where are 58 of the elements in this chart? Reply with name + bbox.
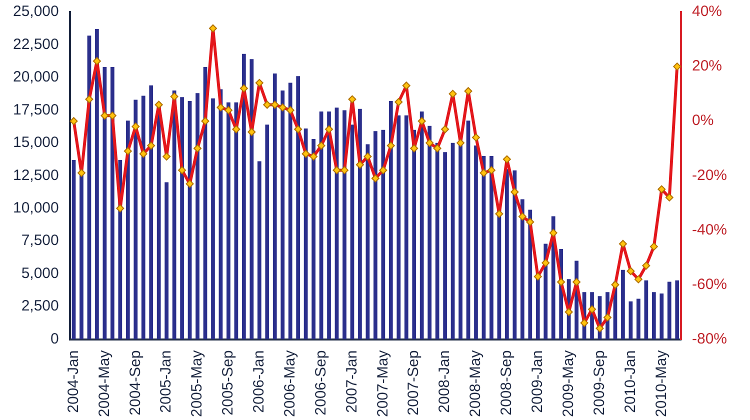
bar: [350, 124, 354, 340]
y2-tick-label: 40%: [692, 3, 722, 20]
y2-tick-label: -80%: [692, 330, 728, 348]
x-tick-label: 2004-May: [96, 350, 113, 417]
bar: [505, 169, 509, 340]
y2-tick-label: -60%: [692, 276, 728, 293]
y-tick-label: 25,000: [12, 3, 59, 20]
x-tick-label: 2010-Jan: [622, 350, 639, 413]
bar: [675, 280, 680, 340]
x-tick-label: 2005-Jan: [158, 350, 175, 413]
bar: [72, 160, 76, 340]
y2-tick-label: 20%: [692, 58, 722, 75]
x-tick-label: 2006-Sep: [312, 350, 330, 416]
y-tick-label: 5,000: [21, 264, 59, 282]
x-tick-label: 2005-Sep: [220, 350, 237, 416]
x-tick-label: 2008-Jan: [436, 350, 454, 413]
bar: [474, 146, 478, 340]
x-tick-label: 2009-Sep: [590, 350, 608, 416]
bar: [660, 293, 664, 340]
bar: [211, 98, 215, 340]
y-tick-label: 20,000: [12, 68, 59, 86]
x-tick-label: 2004-Sep: [126, 350, 144, 416]
x-tick-label: 2006-Jan: [250, 350, 268, 413]
bar: [450, 142, 455, 340]
y-tick-label: 7,500: [21, 232, 59, 250]
bar: [257, 161, 262, 340]
y-tick-label: 0: [50, 330, 59, 348]
x-tick-label: 2007-Jan: [343, 350, 360, 413]
y-tick-label: 15,000: [12, 134, 59, 152]
y-tick-label: 22,500: [12, 36, 59, 53]
bar: [404, 115, 408, 340]
bar: [466, 120, 470, 340]
y-tick-label: 12,500: [12, 166, 59, 184]
x-tick-label: 2007-Sep: [405, 350, 422, 416]
x-tick-label: 2010-May: [652, 350, 670, 417]
x-tick-label: 2007-May: [374, 350, 392, 417]
y2-tick-label: -40%: [692, 221, 728, 238]
bar: [652, 292, 656, 340]
x-tick-label: 2004-Jan: [64, 350, 82, 413]
x-tick-label: 2009-Jan: [529, 350, 546, 413]
bar: [164, 182, 169, 340]
y-tick-label: 2,500: [21, 298, 59, 315]
bar: [644, 280, 648, 340]
y2-tick-label: -20%: [692, 166, 728, 184]
y-tick-label: 17,500: [12, 101, 59, 118]
bar: [265, 124, 270, 340]
bar: [621, 270, 625, 340]
x-tick-label: 2009-May: [560, 350, 577, 417]
bar: [636, 298, 640, 340]
y-tick-label: 10,000: [12, 200, 59, 217]
x-tick-label: 2005-May: [188, 350, 206, 417]
x-tick-label: 2008-May: [467, 350, 484, 417]
y2-tick-label: 0%: [692, 112, 714, 130]
bar: [667, 282, 672, 340]
x-tick-label: 2006-May: [281, 350, 298, 417]
bar: [443, 152, 447, 340]
bar: [396, 115, 401, 340]
x-tick-label: 2008-Sep: [498, 350, 516, 416]
